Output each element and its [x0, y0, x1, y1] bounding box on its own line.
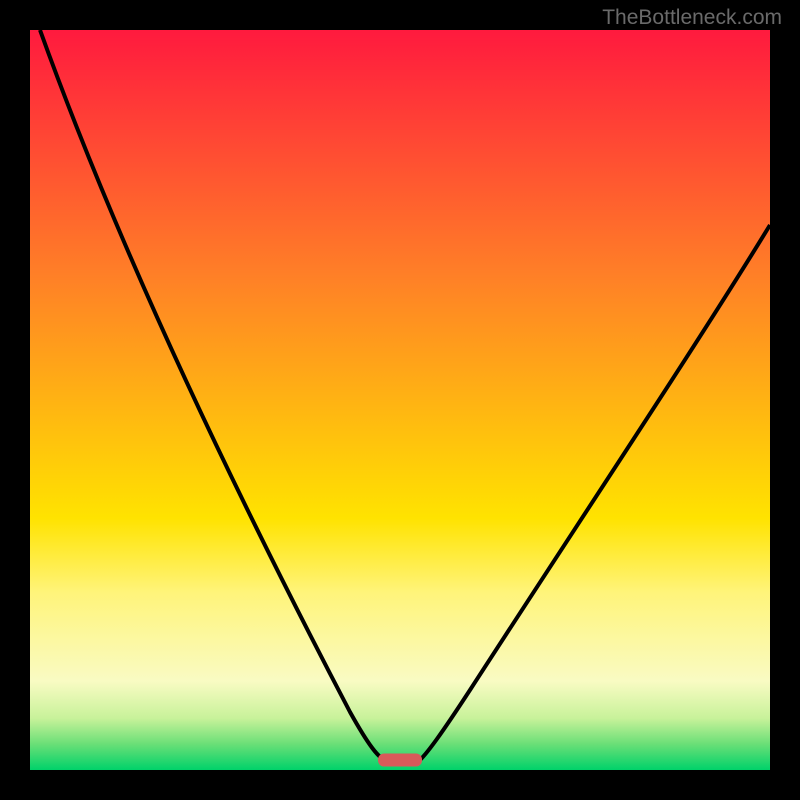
- watermark-text: TheBottleneck.com: [602, 6, 782, 30]
- bottleneck-marker: [378, 754, 422, 767]
- right-curve: [420, 225, 770, 760]
- left-curve: [40, 30, 384, 760]
- chart-curves: [0, 0, 800, 800]
